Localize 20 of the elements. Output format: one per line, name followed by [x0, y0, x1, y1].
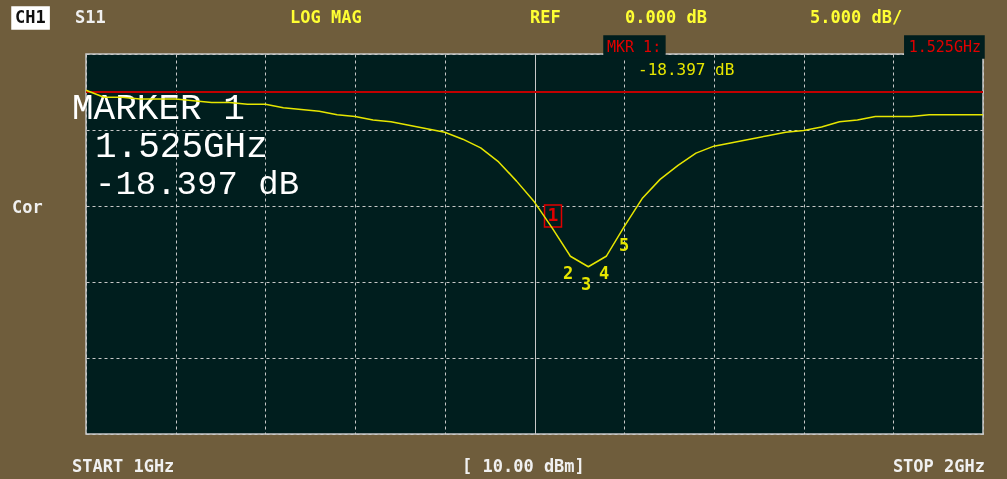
annotation: 1: [547, 204, 559, 225]
text: 1.525GHz: [908, 38, 981, 56]
text: START 1GHz: [72, 456, 175, 476]
annotation: -18.397 dB: [95, 166, 300, 204]
annotation: 4: [598, 263, 610, 283]
text: 3: [580, 274, 592, 294]
text: S11: [75, 7, 106, 27]
text: MKR 1:: [607, 38, 662, 56]
annotation: 1.525GHz: [95, 127, 268, 168]
text: -18.397 dB: [638, 60, 735, 79]
text: Cor: [12, 197, 43, 217]
text: 5.000 dB/: [810, 7, 903, 27]
text: STOP 2GHz: [892, 456, 985, 476]
text: [ 10.00 dBm]: [462, 456, 585, 476]
annotation: 5: [618, 235, 630, 255]
text: REF: [530, 7, 561, 27]
annotation: 2: [562, 263, 574, 283]
text: 0.000 dB: [625, 7, 707, 27]
text: CH1: [15, 7, 46, 27]
text: LOG MAG: [290, 7, 362, 27]
